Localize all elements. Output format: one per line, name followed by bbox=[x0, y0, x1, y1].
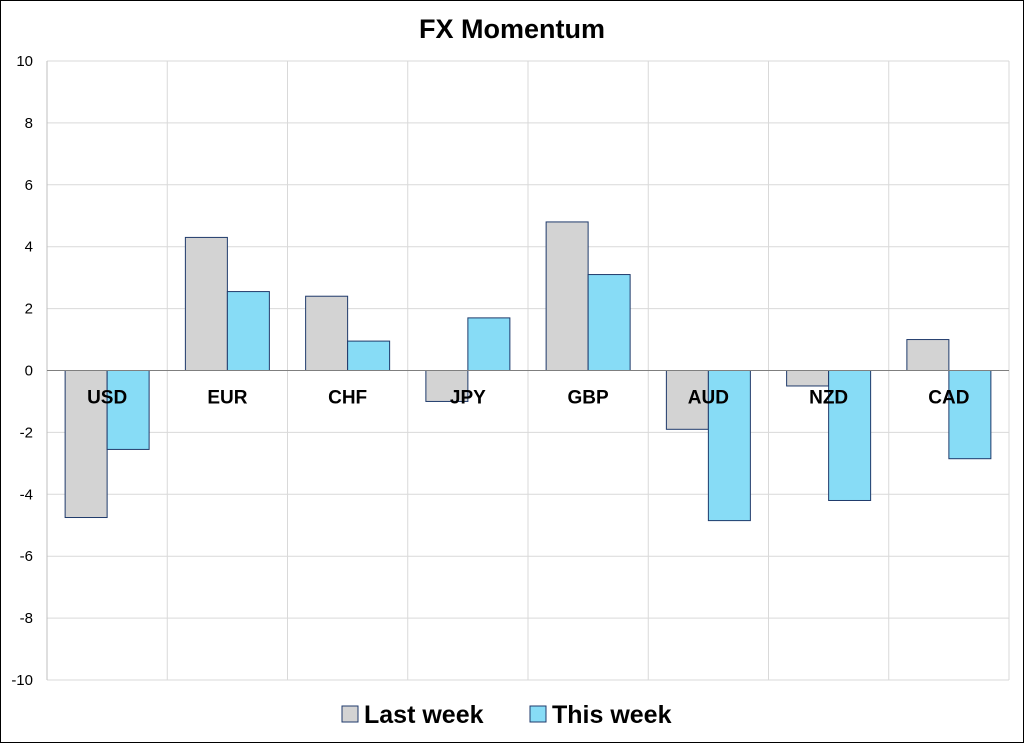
legend-swatch-last-week bbox=[341, 705, 359, 723]
bar-cad-last-week bbox=[906, 339, 950, 371]
y-tick-label: 10 bbox=[16, 53, 33, 70]
category-label-chf: CHF bbox=[328, 388, 367, 409]
category-label-gbp: GBP bbox=[568, 388, 610, 409]
y-axis-ticks: 10 8 6 4 2 0 -2 -4 -6 -8 -10 bbox=[11, 53, 33, 689]
category-label-eur: EUR bbox=[207, 388, 247, 409]
category-label-usd: USD bbox=[87, 388, 127, 409]
bar-gbp-last-week bbox=[545, 221, 589, 371]
bar-jpy-this-week bbox=[467, 317, 511, 372]
category-label-jpy: JPY bbox=[450, 388, 486, 409]
y-tick-label: 0 bbox=[25, 363, 33, 380]
y-tick-label: 6 bbox=[25, 177, 33, 194]
bar-chf-last-week bbox=[305, 295, 349, 371]
bar-usd-this-week bbox=[106, 370, 150, 450]
category-label-aud: AUD bbox=[688, 388, 729, 409]
bar-jpy-last-week bbox=[425, 370, 469, 402]
bar-nzd-last-week bbox=[786, 370, 830, 387]
category-labels: USD EUR CHF JPY GBP AUD NZD CAD bbox=[87, 388, 969, 409]
chart-title: FX Momentum bbox=[419, 14, 605, 44]
bar-cad-this-week bbox=[948, 370, 992, 460]
bar-eur-last-week bbox=[184, 236, 228, 371]
y-tick-label: 4 bbox=[25, 239, 33, 256]
bar-chf-this-week bbox=[347, 340, 391, 372]
legend-swatch-this-week bbox=[529, 705, 547, 723]
y-tick-label: -8 bbox=[20, 610, 33, 627]
bar-gbp-this-week bbox=[587, 274, 631, 371]
category-label-cad: CAD bbox=[928, 388, 969, 409]
legend-label-last-week: Last week bbox=[364, 701, 484, 729]
y-tick-label: -2 bbox=[20, 424, 33, 441]
y-tick-label: 2 bbox=[25, 301, 33, 318]
y-tick-label: -10 bbox=[11, 672, 33, 689]
legend: Last week This week bbox=[341, 701, 672, 729]
category-label-nzd: NZD bbox=[809, 388, 848, 409]
y-tick-label: 8 bbox=[25, 115, 33, 132]
y-tick-label: -4 bbox=[20, 486, 33, 503]
bar-eur-this-week bbox=[226, 291, 270, 372]
y-tick-label: -6 bbox=[20, 548, 33, 565]
legend-label-this-week: This week bbox=[552, 701, 672, 729]
bars bbox=[47, 221, 1009, 522]
